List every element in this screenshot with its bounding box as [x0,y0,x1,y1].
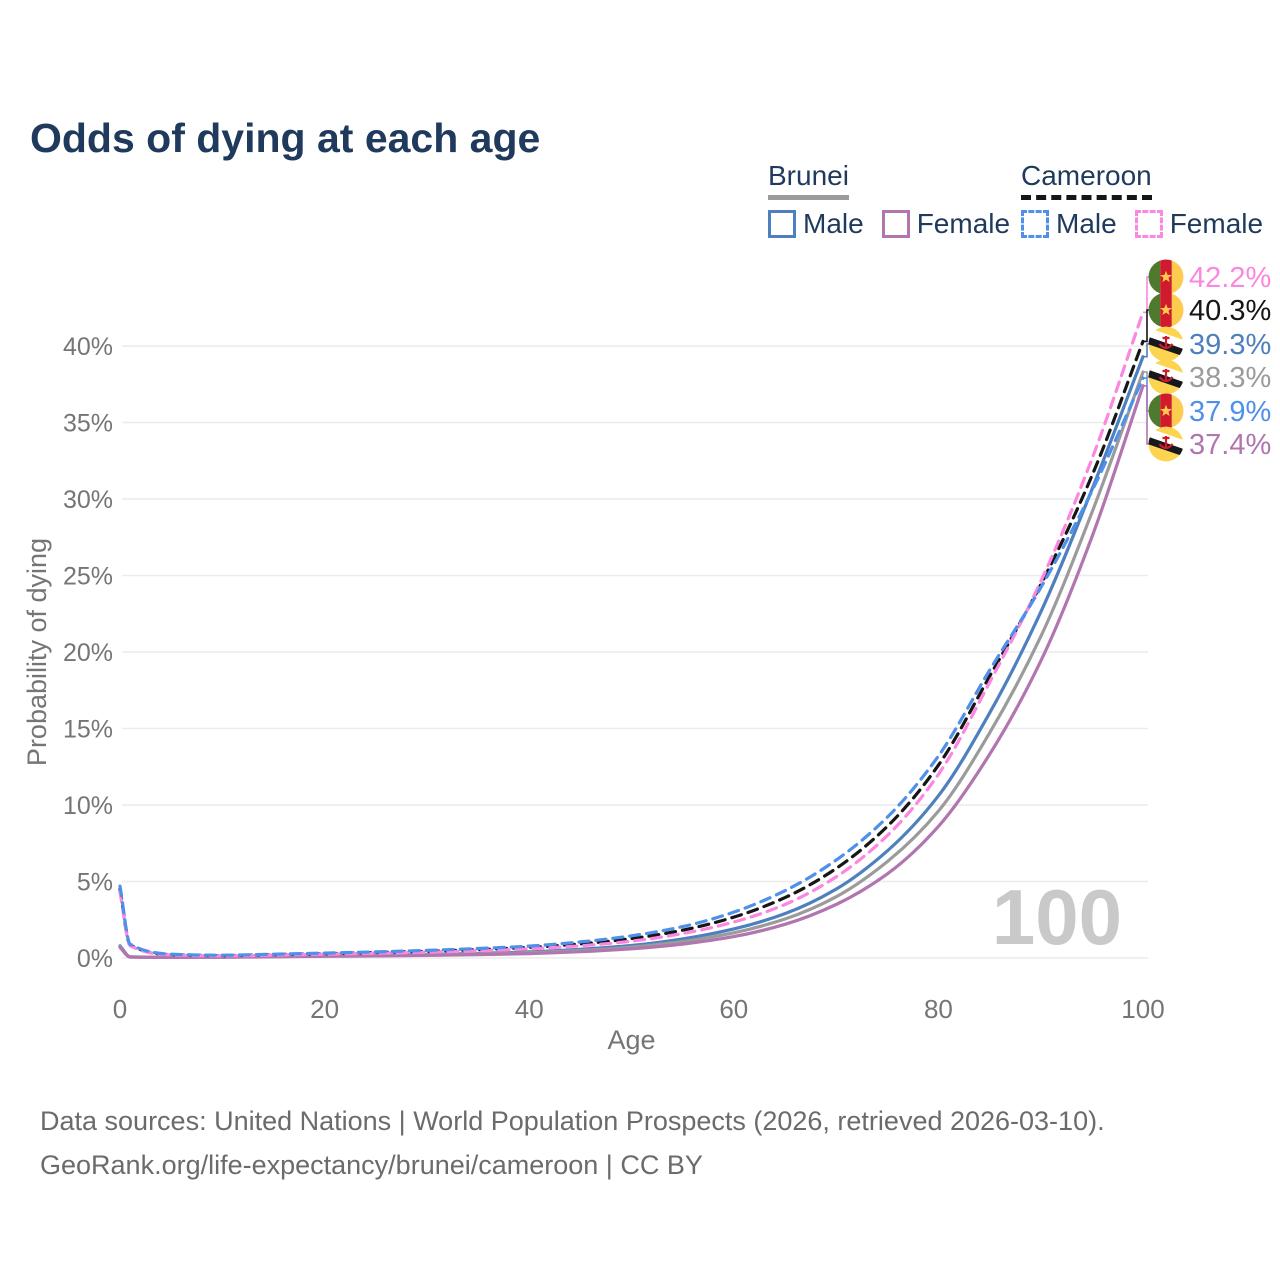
legend-header-brunei[interactable]: Brunei [768,160,849,200]
footer: Data sources: United Nations | World Pop… [40,1106,1105,1194]
y-tick-label: 20% [63,639,113,667]
data-source-note: Data sources: United Nations | World Pop… [40,1106,1105,1136]
y-tick-label: 25% [63,563,113,591]
cameroon-male-swatch-icon [1021,210,1049,238]
y-axis-title: Probability of dying [22,538,52,766]
legend-header-cameroon[interactable]: Cameroon [1021,160,1152,200]
x-tick-label: 0 [113,994,127,1024]
cameroon-flag-icon [1148,393,1184,429]
cameroon-flag-icon [1148,292,1184,328]
legend-item-brunei-male[interactable]: Male [768,208,864,240]
end-value-label-brunei-female: 37.4% [1189,429,1271,461]
x-tick-label: 60 [719,994,748,1024]
end-value-label-brunei-total: 38.3% [1189,362,1271,394]
y-tick-label: 30% [63,486,113,514]
brunei-male-swatch-icon [768,210,796,238]
x-axis-title: Age [607,1025,655,1055]
series-line-brunei-total[interactable] [118,370,1145,959]
series-line-cameroon-female[interactable] [118,310,1145,958]
series-line-cameroon-total[interactable] [118,339,1145,958]
series-line-cameroon-male[interactable] [118,376,1145,957]
page-title: Odds of dying at each age [30,115,541,162]
y-tick-label: 15% [63,716,113,744]
y-tick-label: 5% [77,869,113,897]
legend-item-cameroon-male[interactable]: Male [1021,208,1117,240]
brunei-flag-icon [1148,359,1184,395]
legend-item-label: Male [803,208,864,239]
x-tick-label: 80 [924,994,953,1024]
legend-item-cameroon-female[interactable]: Female [1134,208,1264,240]
end-value-label-cameroon-female: 42.2% [1189,262,1271,294]
attribution-link[interactable]: GeoRank.org/life-expectancy/brunei/camer… [40,1150,703,1180]
hover-age-watermark: 100 [992,873,1122,961]
y-tick-label: 10% [63,792,113,820]
x-tick-label: 100 [1121,994,1164,1024]
cameroon-female-swatch-icon [1134,210,1163,238]
cameroon-flag-icon [1148,259,1184,295]
x-tick-label: 40 [515,994,544,1024]
brunei-flag-icon [1148,326,1184,362]
y-tick-label: 40% [63,333,113,361]
legend-item-brunei-female[interactable]: Female [881,208,1011,240]
legend-item-label: Female [1169,208,1264,239]
legend-item-label: Female [916,208,1011,239]
end-value-label-cameroon-male: 37.9% [1189,396,1271,428]
legend-item-label: Male [1056,208,1117,239]
y-tick-label: 35% [63,410,113,438]
brunei-female-swatch-icon [881,210,910,238]
series-line-brunei-male[interactable] [118,355,1145,959]
end-value-label-cameroon-total: 40.3% [1189,295,1271,327]
x-tick-label: 20 [310,994,339,1024]
y-tick-label: 0% [77,945,113,973]
end-value-label-brunei-male: 39.3% [1189,329,1271,361]
brunei-flag-icon [1148,426,1184,462]
legend-group-cameroon: Cameroon Male Female [1021,160,1263,240]
legend-group-brunei: Brunei Male Female [768,160,1010,240]
